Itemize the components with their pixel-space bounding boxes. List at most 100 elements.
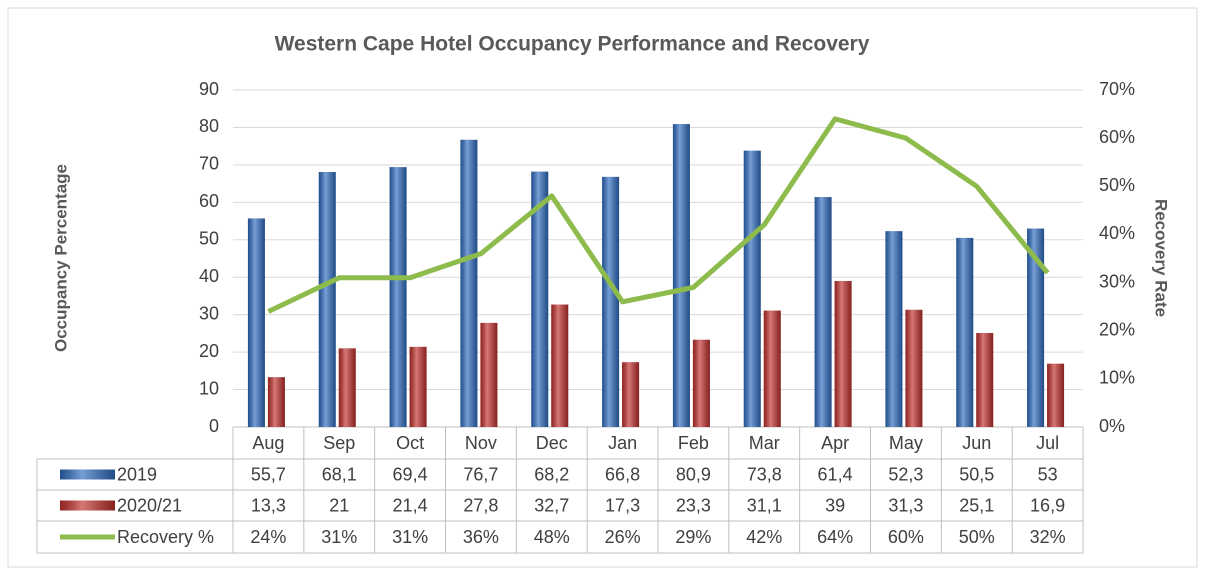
y-tick-label: 10 — [199, 378, 219, 398]
x-tick-label: Nov — [465, 433, 497, 453]
bar-shine — [885, 231, 903, 427]
legend-label: 2020/21 — [117, 495, 182, 515]
table-value: 80,9 — [676, 464, 711, 484]
table-value: 16,9 — [1030, 495, 1065, 515]
bar-shine — [976, 333, 994, 427]
chart-title: Western Cape Hotel Occupancy Performance… — [275, 33, 870, 56]
x-tick-label: Mar — [749, 433, 780, 453]
y-tick-label: 90 — [199, 79, 219, 99]
bar-shine — [602, 176, 620, 427]
table-value: 31% — [392, 527, 428, 547]
table-value: 31% — [321, 527, 357, 547]
bar-shine — [763, 310, 781, 427]
y2-axis-title: Recovery Rate — [1152, 199, 1171, 317]
table-value: 52,3 — [888, 464, 923, 484]
y-tick-label: 60 — [199, 191, 219, 211]
legend-label: 2019 — [117, 464, 157, 484]
table-value: 29% — [675, 527, 711, 547]
table-value: 53 — [1038, 464, 1058, 484]
y2-tick-label: 10% — [1099, 368, 1135, 388]
table-value: 42% — [746, 527, 782, 547]
x-tick-label: Aug — [252, 433, 284, 453]
x-tick-label: Dec — [536, 433, 568, 453]
bar-shine — [672, 124, 690, 427]
bar-shine — [1027, 228, 1045, 427]
y-axis-title: Occupancy Percentage — [51, 164, 70, 352]
bar-shine — [247, 218, 265, 427]
table-value: 17,3 — [605, 495, 640, 515]
y2-tick-label: 40% — [1099, 223, 1135, 243]
table-value: 50,5 — [959, 464, 994, 484]
table-value: 26% — [605, 527, 641, 547]
bar-shine — [551, 304, 569, 427]
x-tick-label: Jul — [1036, 433, 1059, 453]
bar-shine — [622, 362, 640, 427]
y2-tick-label: 30% — [1099, 271, 1135, 291]
bar-shine — [480, 322, 498, 427]
table-value: 60% — [888, 527, 924, 547]
legend-label: Recovery % — [117, 527, 214, 547]
y-tick-label: 80 — [199, 116, 219, 136]
y-tick-label: 70 — [199, 154, 219, 174]
y2-tick-label: 50% — [1099, 175, 1135, 195]
y2-tick-label: 60% — [1099, 127, 1135, 147]
table-value: 21,4 — [393, 495, 428, 515]
chart-border — [7, 7, 1198, 568]
x-tick-label: Sep — [323, 433, 355, 453]
bar-shine — [905, 309, 923, 427]
y2-tick-label: 0% — [1099, 416, 1125, 436]
table-value: 24% — [250, 527, 286, 547]
legend-key-shine — [60, 469, 115, 480]
table-value: 64% — [817, 527, 853, 547]
y-tick-label: 20 — [199, 341, 219, 361]
table-value: 48% — [534, 527, 570, 547]
x-tick-label: May — [889, 433, 923, 453]
x-tick-label: Feb — [678, 433, 709, 453]
y-tick-label: 30 — [199, 303, 219, 323]
table-value: 61,4 — [818, 464, 853, 484]
bar-shine — [956, 237, 974, 427]
bar-shine — [338, 348, 356, 427]
table-value: 32,7 — [534, 495, 569, 515]
table-value: 66,8 — [605, 464, 640, 484]
table-value: 68,2 — [534, 464, 569, 484]
bar-shine — [460, 139, 478, 427]
bar-shine — [814, 197, 832, 427]
table-value: 76,7 — [463, 464, 498, 484]
legend-key-shine — [60, 500, 115, 511]
table-value: 25,1 — [959, 495, 994, 515]
recovery-line — [267, 116, 1050, 314]
table-value: 31,1 — [747, 495, 782, 515]
bar-shine — [692, 339, 710, 427]
x-tick-label: Jan — [608, 433, 637, 453]
table-value: 73,8 — [747, 464, 782, 484]
table-value: 23,3 — [676, 495, 711, 515]
x-tick-label: Oct — [396, 433, 424, 453]
bar-shine — [409, 346, 427, 427]
table-value: 39 — [825, 495, 845, 515]
bar-shine — [743, 150, 761, 427]
bar-shine — [531, 171, 549, 427]
bar-shine — [318, 172, 336, 427]
bar-shine — [1047, 363, 1065, 427]
x-tick-label: Apr — [821, 433, 849, 453]
x-tick-label: Jun — [962, 433, 991, 453]
table-value: 50% — [959, 527, 995, 547]
table-value: 69,4 — [393, 464, 428, 484]
table-value: 31,3 — [888, 495, 923, 515]
table-value: 36% — [463, 527, 499, 547]
table-value: 27,8 — [463, 495, 498, 515]
y2-tick-label: 70% — [1099, 79, 1135, 99]
y-tick-label: 50 — [199, 229, 219, 249]
bar-shine — [834, 280, 852, 427]
bar-shine — [267, 377, 285, 427]
y-tick-label: 0 — [209, 416, 219, 436]
table-value: 55,7 — [251, 464, 286, 484]
y-tick-label: 40 — [199, 266, 219, 286]
table-value: 32% — [1030, 527, 1066, 547]
y2-tick-label: 20% — [1099, 319, 1135, 339]
table-value: 21 — [329, 495, 349, 515]
table-value: 13,3 — [251, 495, 286, 515]
bar-shine — [389, 167, 407, 427]
